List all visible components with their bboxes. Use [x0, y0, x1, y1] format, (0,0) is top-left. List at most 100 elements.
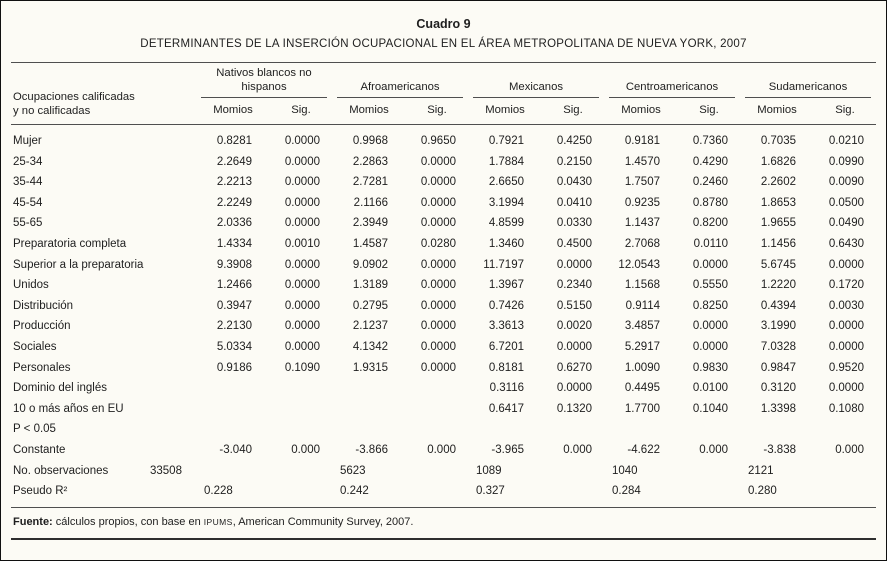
- momios-value: -3.866: [355, 443, 388, 456]
- momios-value: [332, 420, 406, 441]
- sig-value: 0.0000: [420, 196, 456, 209]
- sig-value: 0.0000: [420, 176, 456, 189]
- sig-value: [406, 399, 468, 420]
- momios-value: [604, 420, 678, 441]
- table-row: Superior a la preparatoria 9.3908 0.0000 9.…: [11, 255, 876, 276]
- table-caption: Cuadro 9 DETERMINANTES DE LA INSERCIÓN O…: [11, 5, 876, 62]
- sig-value: 0.000: [563, 443, 592, 456]
- table-row: Preparatoria completa 1.4334 0.0010 1.4587 0…: [11, 234, 876, 255]
- momios-value: 0.6417: [488, 402, 524, 415]
- sig-value: 0.0000: [828, 382, 864, 395]
- sig-value: 0.0000: [420, 340, 456, 353]
- momios-value: 0.4495: [624, 382, 660, 395]
- momios-value: 12.0543: [618, 258, 660, 271]
- sig-value: 0.7360: [692, 135, 728, 147]
- momios-value: 0.8281: [216, 135, 252, 147]
- sig-value: 0.0000: [284, 176, 320, 189]
- momios-value: 2.0336: [216, 217, 252, 230]
- source-text-end: , American Community Survey, 2007.: [232, 516, 414, 529]
- momios-value: -3.040: [219, 443, 252, 456]
- sig-value: 0.9830: [692, 361, 728, 374]
- momios-value: 2.3949: [352, 217, 388, 230]
- sig-value: 0.0000: [556, 382, 592, 395]
- sig-value: 0.0210: [828, 135, 864, 147]
- sig-value: 0.000: [291, 443, 320, 456]
- summary-value: 1040: [612, 464, 638, 477]
- table-row: Constante -3.040 0.000 -3.866 0.000 -3.965 0.0…: [11, 440, 876, 461]
- momios-value: 1.1568: [624, 279, 660, 292]
- summary-value: 0.242: [340, 485, 369, 498]
- momios-value: 0.7035: [760, 135, 796, 147]
- row-header: Ocupaciones calificadas y no calificadas: [11, 62, 196, 125]
- column-group-label: Afroamericanos: [337, 81, 463, 98]
- momios-value: 0.9968: [352, 135, 388, 147]
- sig-value: 0.4250: [556, 135, 592, 147]
- column-group-label: Mexicanos: [473, 81, 599, 98]
- table-row: Unidos 1.2466 0.0000 1.3189 0.0000 1.3967 0.23…: [11, 275, 876, 296]
- subheader-row: Momios Sig. Momios Sig. Momios Sig. Momi…: [11, 98, 876, 125]
- column-subheader-sig: Sig.: [406, 98, 468, 125]
- row-label: 10 o más años en EU: [13, 402, 124, 415]
- momios-value: 0.4394: [760, 299, 796, 312]
- momios-value: [740, 420, 814, 441]
- momios-value: 1.3460: [488, 237, 524, 250]
- sig-value: 0.6430: [828, 237, 864, 250]
- sig-value: 0.0000: [420, 320, 456, 333]
- table-row: Dominio del inglés 0.3116 0.0000 0.4495 0.01…: [11, 378, 876, 399]
- column-subheader-sig: Sig.: [678, 98, 740, 125]
- momios-value: 0.7426: [488, 299, 524, 312]
- sig-value: 0.1090: [284, 361, 320, 374]
- group-header-row: Ocupaciones calificadas y no calificadas…: [11, 62, 876, 125]
- column-group-mexicanos: Mexicanos: [468, 63, 604, 98]
- sig-value: 0.0430: [556, 176, 592, 189]
- sig-value: [270, 378, 332, 399]
- momios-value: 3.3613: [488, 320, 524, 333]
- momios-value: 1.1437: [624, 217, 660, 230]
- momios-value: 6.7201: [488, 340, 524, 353]
- momios-value: -4.622: [627, 443, 660, 456]
- sig-value: 0.0100: [692, 382, 728, 395]
- sig-value: 0.0000: [556, 258, 592, 271]
- sig-value: 0.0500: [828, 196, 864, 209]
- momios-value: 3.1994: [488, 196, 524, 209]
- momios-value: 5.2917: [624, 340, 660, 353]
- momios-value: 4.1342: [352, 340, 388, 353]
- row-label: 35-44: [13, 176, 43, 189]
- row-label: Dominio del inglés: [13, 382, 107, 395]
- sig-value: 0.8250: [692, 299, 728, 312]
- summary-value: 5623: [340, 464, 366, 477]
- momios-value: 1.2466: [216, 279, 252, 292]
- momios-value: 1.9315: [352, 361, 388, 374]
- table-row: P < 0.05: [11, 420, 876, 441]
- table-row: 25-34 2.2649 0.0000 2.2863 0.0000 1.7884 0.215…: [11, 152, 876, 173]
- sig-value: [814, 420, 876, 441]
- table-row: Pseudo R² 0.228 0.242 0.327 0.284 0.280: [11, 481, 876, 507]
- row-label: No. observaciones: [13, 464, 109, 477]
- sig-value: 0.5550: [692, 279, 728, 292]
- column-group-label: Nativos blancos no hispanos: [201, 67, 327, 98]
- sig-value: [406, 420, 468, 441]
- momios-value: 0.9235: [624, 196, 660, 209]
- table-row: 35-44 2.2213 0.0000 2.7281 0.0000 2.6650 0.043…: [11, 172, 876, 193]
- momios-value: 3.4857: [624, 320, 660, 333]
- sig-value: 0.000: [835, 443, 864, 456]
- row-label: 55-65: [13, 217, 43, 230]
- momios-value: 1.7700: [624, 402, 660, 415]
- row-header-line1: Ocupaciones calificadas: [13, 91, 135, 103]
- momios-value: 2.1166: [353, 196, 388, 209]
- momios-value: [196, 378, 270, 399]
- sig-value: 0.0090: [828, 176, 864, 189]
- row-label: Producción: [13, 320, 71, 333]
- sig-value: 0.0000: [284, 196, 320, 209]
- sig-value: [406, 378, 468, 399]
- momios-value: 2.1237: [352, 320, 388, 333]
- momios-value: -3.965: [491, 443, 524, 456]
- sig-value: 0.0000: [692, 340, 728, 353]
- sig-value: 0.0000: [828, 320, 864, 333]
- momios-value: 1.8653: [760, 196, 796, 209]
- row-label: Sociales: [13, 340, 57, 353]
- table-head: Ocupaciones calificadas y no calificadas…: [11, 62, 876, 125]
- table-row: 45-54 2.2249 0.0000 2.1166 0.0000 3.1994 0.041…: [11, 193, 876, 214]
- column-subheader-sig: Sig.: [542, 98, 604, 125]
- momios-value: 2.2213: [216, 176, 252, 189]
